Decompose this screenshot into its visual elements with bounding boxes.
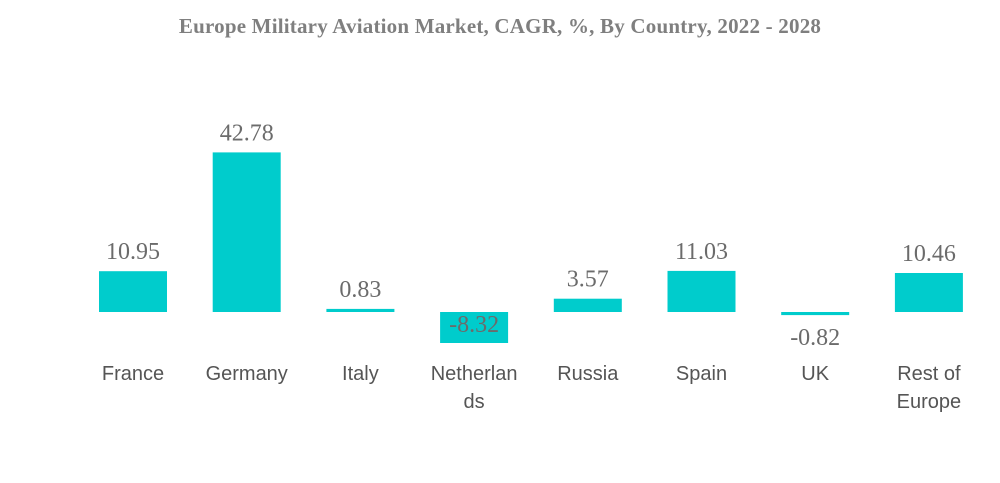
value-label: 3.57 xyxy=(567,267,609,293)
category-label: Italy xyxy=(342,363,379,385)
bar-spain xyxy=(667,270,736,312)
category-label: France xyxy=(102,363,164,385)
category-label: Germany xyxy=(206,363,288,385)
bar-italy xyxy=(326,308,395,312)
value-label: 42.78 xyxy=(220,120,274,146)
category-label: Rest of Europe xyxy=(897,363,962,413)
value-label: -0.82 xyxy=(790,325,840,351)
value-label: 11.03 xyxy=(675,239,728,265)
bar-france xyxy=(99,271,167,312)
value-label: 0.83 xyxy=(339,277,381,303)
category-label: UK xyxy=(801,363,829,385)
category-label: Russia xyxy=(557,363,619,385)
bar-netherlands xyxy=(440,312,509,343)
value-label: 10.95 xyxy=(106,239,160,265)
category-label: Netherlan ds xyxy=(431,363,518,413)
bar-rest-of-europe xyxy=(894,273,963,312)
bar-germany xyxy=(212,152,281,312)
category-label: Spain xyxy=(676,363,727,385)
chart-title: Europe Military Aviation Market, CAGR, %… xyxy=(178,14,822,38)
bar-russia xyxy=(553,298,622,312)
value-label: -8.32 xyxy=(449,312,499,338)
bar-uk xyxy=(781,312,850,316)
value-label: 10.46 xyxy=(902,241,956,267)
